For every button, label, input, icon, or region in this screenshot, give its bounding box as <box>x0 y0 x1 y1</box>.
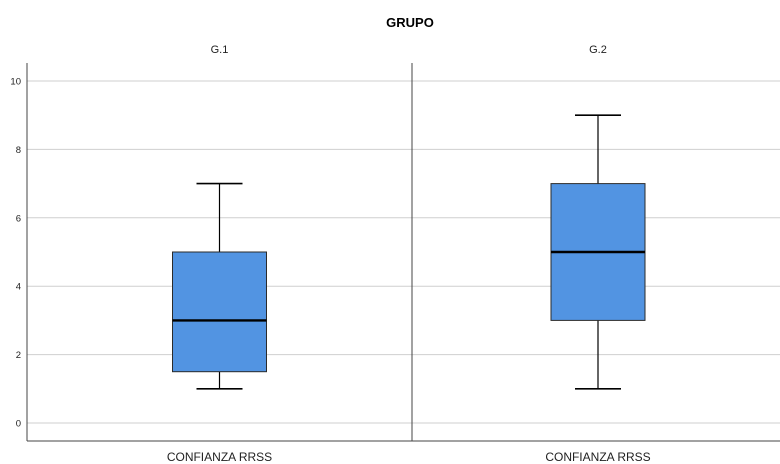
panel-2-category-label: CONFIANZA RRSS <box>545 450 650 464</box>
y-tick-label-2: 2 <box>16 350 21 361</box>
panel-1-label: G.1 <box>211 44 229 56</box>
y-tick-label-0: 0 <box>16 419 21 430</box>
panel-1-category-label: CONFIANZA RRSS <box>167 450 272 464</box>
y-tick-label-8: 8 <box>16 145 21 156</box>
chart-title: GRUPO <box>386 15 434 30</box>
y-tick-label-6: 6 <box>16 213 21 224</box>
plot-layer: 0 2 4 6 8 10 G.1 CONFIANZA RRSS G.2 CONFIANZA RRS… <box>10 44 780 464</box>
panel-1-iqr-box <box>172 251 267 373</box>
panel-2-label: G.2 <box>589 44 607 56</box>
y-tick-label-10: 10 <box>10 77 21 88</box>
y-tick-label-4: 4 <box>16 282 21 293</box>
